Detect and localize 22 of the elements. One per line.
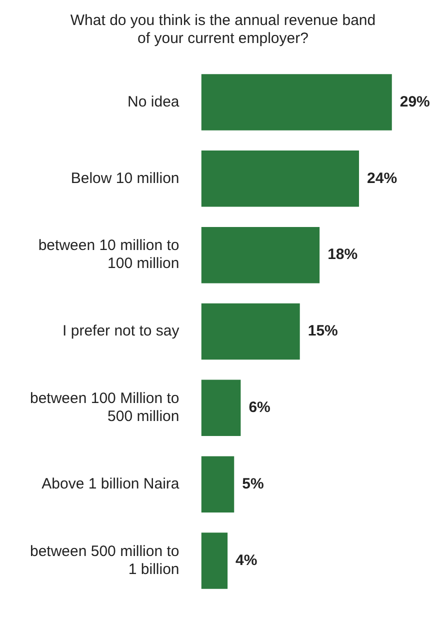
y-tick-label: between 500 million to 1 billion [30, 542, 180, 578]
data-label: 5% [242, 476, 264, 492]
bar [201, 150, 360, 207]
y-tick-label: Below 10 million [70, 170, 180, 187]
bar [201, 74, 392, 130]
chart-title: What do you think is the annual revenue band of your current employer? [70, 12, 376, 48]
y-tick-label: between 100 Million to 500 million [30, 390, 180, 426]
bar [201, 532, 228, 589]
bar [201, 226, 320, 284]
data-label: 29% [400, 93, 430, 110]
data-label: 18% [328, 246, 358, 264]
y-tick-label: I prefer not to say [62, 322, 180, 340]
bar [201, 456, 234, 512]
y-tick-label: No idea [128, 93, 180, 110]
data-label: 4% [236, 552, 258, 569]
data-label: 24% [367, 170, 398, 187]
bar [201, 303, 300, 360]
y-tick-label: between 10 million to 100 million [38, 237, 180, 272]
data-label: 15% [308, 322, 338, 340]
bar [201, 380, 241, 436]
y-tick-label: Above 1 billion Naira [42, 476, 180, 492]
data-label: 6% [248, 399, 270, 416]
